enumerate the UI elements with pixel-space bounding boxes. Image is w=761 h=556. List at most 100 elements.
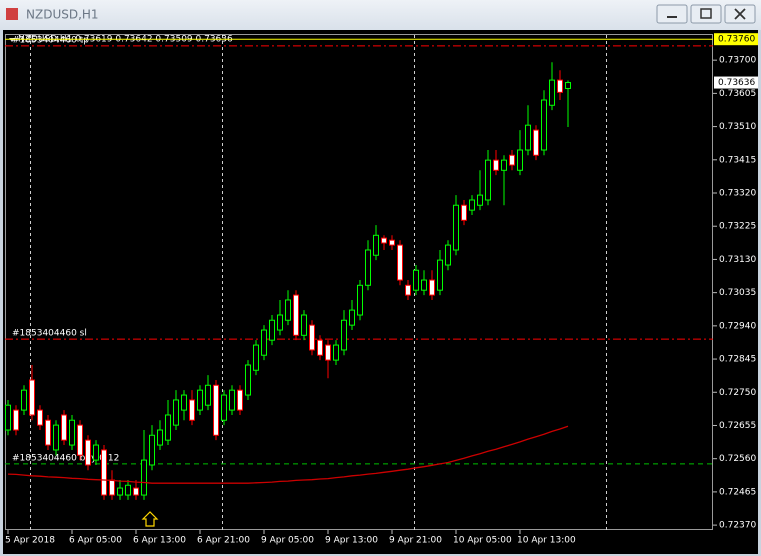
window-icon bbox=[6, 8, 18, 20]
candle-body bbox=[405, 284, 411, 296]
candle-body bbox=[13, 409, 19, 431]
candle-body bbox=[429, 279, 435, 296]
candle-body bbox=[485, 159, 491, 201]
candle-body bbox=[29, 379, 35, 416]
candle-body bbox=[101, 449, 107, 496]
candle-body bbox=[189, 399, 195, 421]
candle-body bbox=[285, 299, 291, 321]
candle-body bbox=[477, 194, 483, 206]
y-tick-label: 0.73225 bbox=[719, 222, 756, 232]
buy-arrow bbox=[141, 511, 159, 527]
candle-body bbox=[277, 314, 283, 331]
candle-body bbox=[317, 339, 323, 356]
x-tick-label: 9 Apr 05:00 bbox=[261, 536, 314, 546]
candle-body bbox=[365, 249, 371, 286]
y-tick-label: 0.72845 bbox=[719, 355, 756, 365]
y-tick-label: 0.73700 bbox=[719, 56, 756, 66]
candle-body bbox=[509, 154, 515, 166]
candle-body bbox=[5, 404, 11, 431]
moving-average bbox=[7, 425, 569, 484]
candle-body bbox=[357, 284, 363, 316]
candle-body bbox=[45, 419, 51, 446]
candle-body bbox=[261, 329, 267, 356]
x-tick-label: 5 Apr 2018 bbox=[5, 536, 55, 546]
candle-body bbox=[309, 324, 315, 351]
restore-icon bbox=[700, 8, 712, 19]
candle-body bbox=[301, 314, 307, 336]
candle-body bbox=[397, 244, 403, 281]
close-icon bbox=[734, 8, 746, 20]
x-tick-label: 6 Apr 21:00 bbox=[197, 536, 250, 546]
candle-body bbox=[53, 424, 59, 451]
candle-body bbox=[77, 424, 83, 456]
window-buttons[interactable] bbox=[656, 4, 756, 24]
restore-button[interactable] bbox=[690, 4, 722, 24]
x-tick-label: 9 Apr 21:00 bbox=[389, 536, 442, 546]
x-tick-label: 6 Apr 05:00 bbox=[69, 536, 122, 546]
x-tick-label: 10 Apr 05:00 bbox=[453, 536, 512, 546]
candle-body bbox=[501, 159, 507, 171]
candle-body bbox=[493, 159, 499, 171]
candle-body bbox=[557, 79, 563, 93]
candle-body bbox=[341, 319, 347, 351]
candle-body bbox=[133, 487, 139, 496]
minimize-button[interactable] bbox=[656, 4, 688, 24]
candle-body bbox=[533, 129, 539, 156]
x-tick-label: 6 Apr 13:00 bbox=[133, 536, 186, 546]
candle-body bbox=[221, 394, 227, 421]
title-bar bbox=[0, 0, 761, 30]
candle-body bbox=[389, 239, 395, 246]
order-label: #1853404460 tp bbox=[12, 35, 89, 45]
candle-body bbox=[413, 269, 419, 291]
candle-body bbox=[333, 344, 339, 361]
candle-body bbox=[69, 419, 75, 446]
price-line-label: 0.73760 bbox=[718, 35, 755, 45]
candle-body bbox=[253, 344, 259, 371]
candle-body bbox=[237, 389, 243, 411]
candle-body bbox=[93, 444, 99, 461]
candle-body bbox=[453, 204, 459, 251]
y-tick-label: 0.72750 bbox=[719, 388, 756, 398]
y-tick-label: 0.73415 bbox=[719, 155, 756, 165]
candle-body bbox=[541, 99, 547, 151]
current-price-tag bbox=[714, 76, 758, 89]
price-line-tag bbox=[714, 33, 758, 46]
candle-body bbox=[61, 414, 67, 441]
candle-body bbox=[165, 414, 171, 441]
y-tick-label: 0.72560 bbox=[719, 454, 756, 464]
candle-body bbox=[325, 344, 331, 361]
candle-body bbox=[293, 294, 299, 336]
y-tick-label: 0.73035 bbox=[719, 288, 756, 298]
y-tick-label: 0.73130 bbox=[719, 255, 756, 265]
candle-body bbox=[373, 234, 379, 256]
window-title: NZDUSD,H1 bbox=[26, 8, 99, 22]
candle-body bbox=[461, 204, 467, 221]
candle-body bbox=[157, 429, 163, 446]
order-label: #1853404460 buy 0.12 bbox=[12, 453, 119, 463]
candle-body bbox=[125, 484, 131, 496]
y-tick-label: 0.72940 bbox=[719, 321, 756, 331]
order-label: #1853404460 sl bbox=[12, 329, 87, 339]
chart-background bbox=[3, 30, 758, 554]
candle-body bbox=[421, 279, 427, 291]
y-tick-label: 0.72370 bbox=[719, 521, 756, 531]
candle-body bbox=[381, 237, 387, 244]
candle-body bbox=[445, 244, 451, 266]
candle-body bbox=[229, 389, 235, 411]
candle-body bbox=[21, 389, 27, 411]
y-tick-label: 0.73320 bbox=[719, 189, 756, 199]
candle-body bbox=[181, 394, 187, 411]
candle-body bbox=[517, 149, 523, 171]
current-price-label: 0.73636 bbox=[718, 78, 755, 88]
plot-frame bbox=[5, 34, 713, 530]
candle-body bbox=[205, 384, 211, 406]
y-tick-label: 0.72465 bbox=[719, 487, 756, 497]
candle-body bbox=[173, 399, 179, 426]
y-tick-label: 0.73605 bbox=[719, 89, 756, 99]
candle-body bbox=[85, 439, 91, 466]
x-tick-label: 10 Apr 13:00 bbox=[517, 536, 576, 546]
candle-body bbox=[117, 487, 123, 496]
y-tick-label: 0.73510 bbox=[719, 122, 756, 132]
candle-body bbox=[109, 479, 115, 496]
